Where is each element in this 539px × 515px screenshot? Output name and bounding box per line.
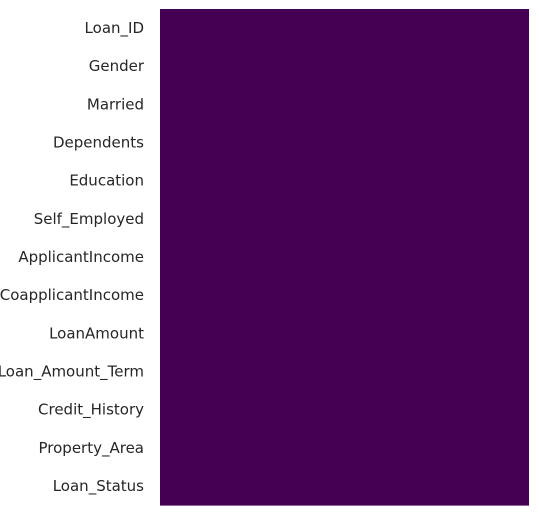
heatmap-cells <box>160 9 529 506</box>
heatmap-cell-loan-id <box>160 9 529 48</box>
heatmap-cell-dependents <box>160 123 529 163</box>
heatmap-cell-loan-status <box>160 466 529 506</box>
y-tick-label: Married <box>87 95 144 113</box>
y-tick-labels: Loan_ID Gender Married Dependents Education S… <box>0 19 145 496</box>
y-tick-label: Loan_Amount_Term <box>0 362 144 381</box>
y-tick-label: Education <box>69 172 144 190</box>
heatmap-cell-coapplicantincome <box>160 276 529 315</box>
heatmap-cell-married <box>160 85 529 125</box>
y-tick-label: Loan_ID <box>85 19 144 38</box>
y-tick-label: Dependents <box>53 134 144 152</box>
heatmap-cell-gender <box>160 47 529 86</box>
heatmap-cell-applicantincome <box>160 237 529 277</box>
heatmap-cell-property-area <box>160 428 529 468</box>
y-tick-label: CoapplicantIncome <box>0 286 144 304</box>
y-tick-label: ApplicantIncome <box>18 248 144 266</box>
heatmap-cell-credit-history <box>160 390 529 430</box>
y-tick-label: Gender <box>89 57 145 75</box>
heatmap-cell-loan-amount-term <box>160 352 529 392</box>
y-tick-label: Self_Employed <box>34 210 144 229</box>
y-tick-label: LoanAmount <box>49 324 144 342</box>
heatmap-cell-loanamount <box>160 314 529 353</box>
heatmap-cell-education <box>160 161 529 201</box>
heatmap-cell-self-employed <box>160 199 529 239</box>
y-tick-label: Property_Area <box>39 439 145 458</box>
y-tick-label: Credit_History <box>38 401 144 420</box>
y-tick-label: Loan_Status <box>53 477 144 496</box>
